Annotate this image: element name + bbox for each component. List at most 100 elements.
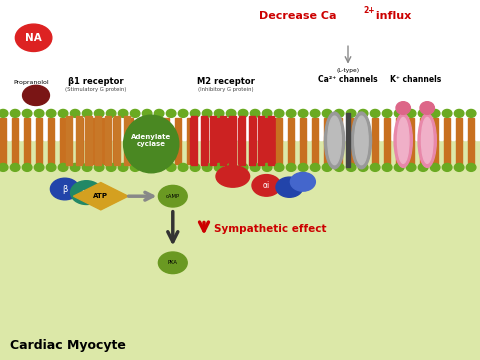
Bar — [24, 118, 30, 141]
Bar — [432, 118, 438, 141]
Circle shape — [50, 178, 79, 200]
Polygon shape — [73, 183, 128, 210]
Ellipse shape — [190, 163, 200, 171]
Ellipse shape — [346, 163, 356, 171]
Bar — [85, 116, 92, 165]
Bar — [12, 118, 18, 141]
Ellipse shape — [143, 163, 152, 171]
Bar — [262, 140, 268, 164]
Ellipse shape — [107, 163, 116, 171]
Bar — [105, 116, 111, 165]
Bar — [127, 118, 133, 141]
Bar — [336, 140, 342, 164]
Bar — [125, 118, 131, 141]
Bar — [408, 118, 414, 141]
Bar — [239, 116, 245, 165]
Ellipse shape — [22, 163, 32, 171]
Text: Ca²⁺ channels: Ca²⁺ channels — [318, 75, 378, 84]
Ellipse shape — [286, 163, 296, 171]
Bar — [175, 118, 181, 141]
Ellipse shape — [190, 109, 200, 117]
Ellipse shape — [430, 109, 440, 117]
Ellipse shape — [394, 113, 412, 167]
Text: influx: influx — [372, 11, 411, 21]
Text: (L-type): (L-type) — [336, 68, 360, 73]
Ellipse shape — [370, 163, 380, 171]
Bar — [456, 140, 462, 164]
Ellipse shape — [286, 109, 296, 117]
Bar — [66, 116, 72, 165]
Ellipse shape — [406, 109, 416, 117]
Bar — [312, 118, 318, 141]
Bar — [408, 140, 414, 164]
Circle shape — [15, 24, 52, 51]
Text: M2 receptor: M2 receptor — [197, 77, 254, 85]
Ellipse shape — [274, 109, 284, 117]
Bar — [175, 140, 181, 164]
Bar — [65, 140, 71, 164]
Bar — [191, 116, 197, 165]
Ellipse shape — [130, 163, 140, 171]
Bar — [348, 140, 354, 164]
Ellipse shape — [395, 163, 404, 171]
Ellipse shape — [420, 102, 434, 114]
Ellipse shape — [71, 109, 80, 117]
Bar — [262, 118, 268, 141]
Bar — [324, 118, 330, 141]
Bar — [151, 118, 157, 141]
Bar — [101, 118, 107, 141]
Text: Adenylate
cyclase: Adenylate cyclase — [131, 134, 171, 147]
Bar — [190, 140, 196, 164]
Bar — [187, 118, 193, 141]
Ellipse shape — [454, 163, 464, 171]
Circle shape — [23, 85, 49, 105]
Ellipse shape — [238, 109, 248, 117]
Ellipse shape — [251, 109, 260, 117]
Text: Propranolol: Propranolol — [13, 80, 49, 85]
Bar — [36, 118, 42, 141]
Ellipse shape — [94, 163, 104, 171]
Bar — [229, 116, 236, 165]
Bar — [151, 140, 157, 164]
Ellipse shape — [442, 163, 452, 171]
Ellipse shape — [124, 115, 179, 173]
Ellipse shape — [155, 163, 164, 171]
Bar — [420, 118, 426, 141]
Ellipse shape — [358, 109, 368, 117]
Ellipse shape — [107, 109, 116, 117]
Bar — [432, 140, 438, 164]
Ellipse shape — [119, 109, 128, 117]
Bar — [324, 140, 330, 164]
Bar — [396, 118, 402, 141]
Ellipse shape — [47, 109, 56, 117]
Bar — [220, 116, 226, 165]
Text: (Stimulatory G protein): (Stimulatory G protein) — [65, 87, 127, 93]
Ellipse shape — [166, 109, 176, 117]
Bar — [300, 118, 306, 141]
Bar — [226, 140, 232, 164]
Ellipse shape — [358, 163, 368, 171]
Ellipse shape — [406, 163, 416, 171]
Ellipse shape — [298, 109, 308, 117]
Ellipse shape — [262, 163, 272, 171]
Bar — [0, 118, 6, 141]
Ellipse shape — [59, 163, 68, 171]
Ellipse shape — [396, 102, 410, 114]
Bar — [48, 118, 54, 141]
Ellipse shape — [418, 109, 428, 117]
Bar — [65, 118, 71, 141]
Bar — [0, 140, 480, 360]
Text: β: β — [62, 184, 68, 194]
Bar — [139, 140, 145, 164]
Ellipse shape — [370, 109, 380, 117]
Bar — [113, 118, 119, 141]
Ellipse shape — [466, 109, 476, 117]
Ellipse shape — [421, 117, 433, 163]
Bar — [372, 140, 378, 164]
Ellipse shape — [0, 109, 8, 117]
Ellipse shape — [155, 109, 164, 117]
Bar — [396, 140, 402, 164]
Ellipse shape — [418, 113, 436, 167]
Bar — [384, 140, 390, 164]
Ellipse shape — [11, 163, 20, 171]
